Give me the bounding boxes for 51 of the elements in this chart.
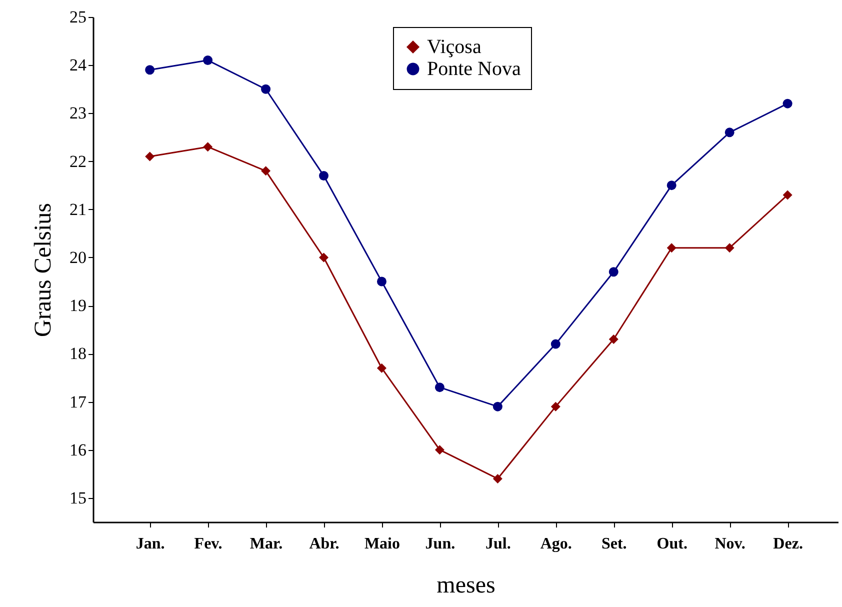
point [492,402,502,412]
y-axis-title: Graus Celsius [30,203,56,337]
point [550,339,560,349]
point [434,382,444,392]
x-tick-label: Nov. [714,536,746,552]
point [145,65,155,75]
x-tick-label: Fev. [194,536,222,552]
point [203,142,213,152]
x-tick-label: Maio [364,536,400,552]
point [319,170,328,180]
y-tick-label: 18 [70,344,86,364]
x-tick-label: Jan. [136,536,165,552]
point [724,243,734,253]
x-tick-label: Abr. [309,536,340,552]
point [608,267,618,277]
legend-label: Viçosa [427,36,482,58]
point [782,190,792,200]
point [145,152,155,162]
x-tick-label: Mar. [250,536,283,552]
y-tick-label: 23 [70,104,86,123]
point [492,474,502,484]
y-tick-label: 24 [70,56,87,75]
y-tick-label: 22 [70,152,86,171]
x-axis-title: meses [436,572,496,598]
point [550,402,560,412]
x-tick-label: Dez. [773,536,803,552]
x-tick-label: Jun. [425,536,456,552]
point [261,166,271,176]
y-tick-label: 16 [70,440,86,460]
point [782,98,792,108]
y-tick-label: 19 [70,296,86,316]
point [376,276,386,286]
x-tick-label: Out. [656,536,688,552]
y-tick-label: 20 [70,248,86,267]
point [608,334,618,344]
point [319,252,328,262]
y-tick-label: 25 [70,8,86,26]
x-tick-label: Ago. [540,536,572,552]
x-tick-label: Set. [601,536,627,552]
point [261,84,271,94]
point [724,128,734,138]
y-tick-label: 17 [70,392,87,412]
x-tick-label: Jul. [486,536,511,552]
y-tick-label: 21 [70,200,86,219]
point [376,363,386,373]
point [203,56,213,66]
legend-label: Ponte Nova [427,58,521,80]
point [666,180,676,190]
point [666,243,676,253]
point [434,445,444,455]
y-tick-label: 15 [70,488,86,508]
